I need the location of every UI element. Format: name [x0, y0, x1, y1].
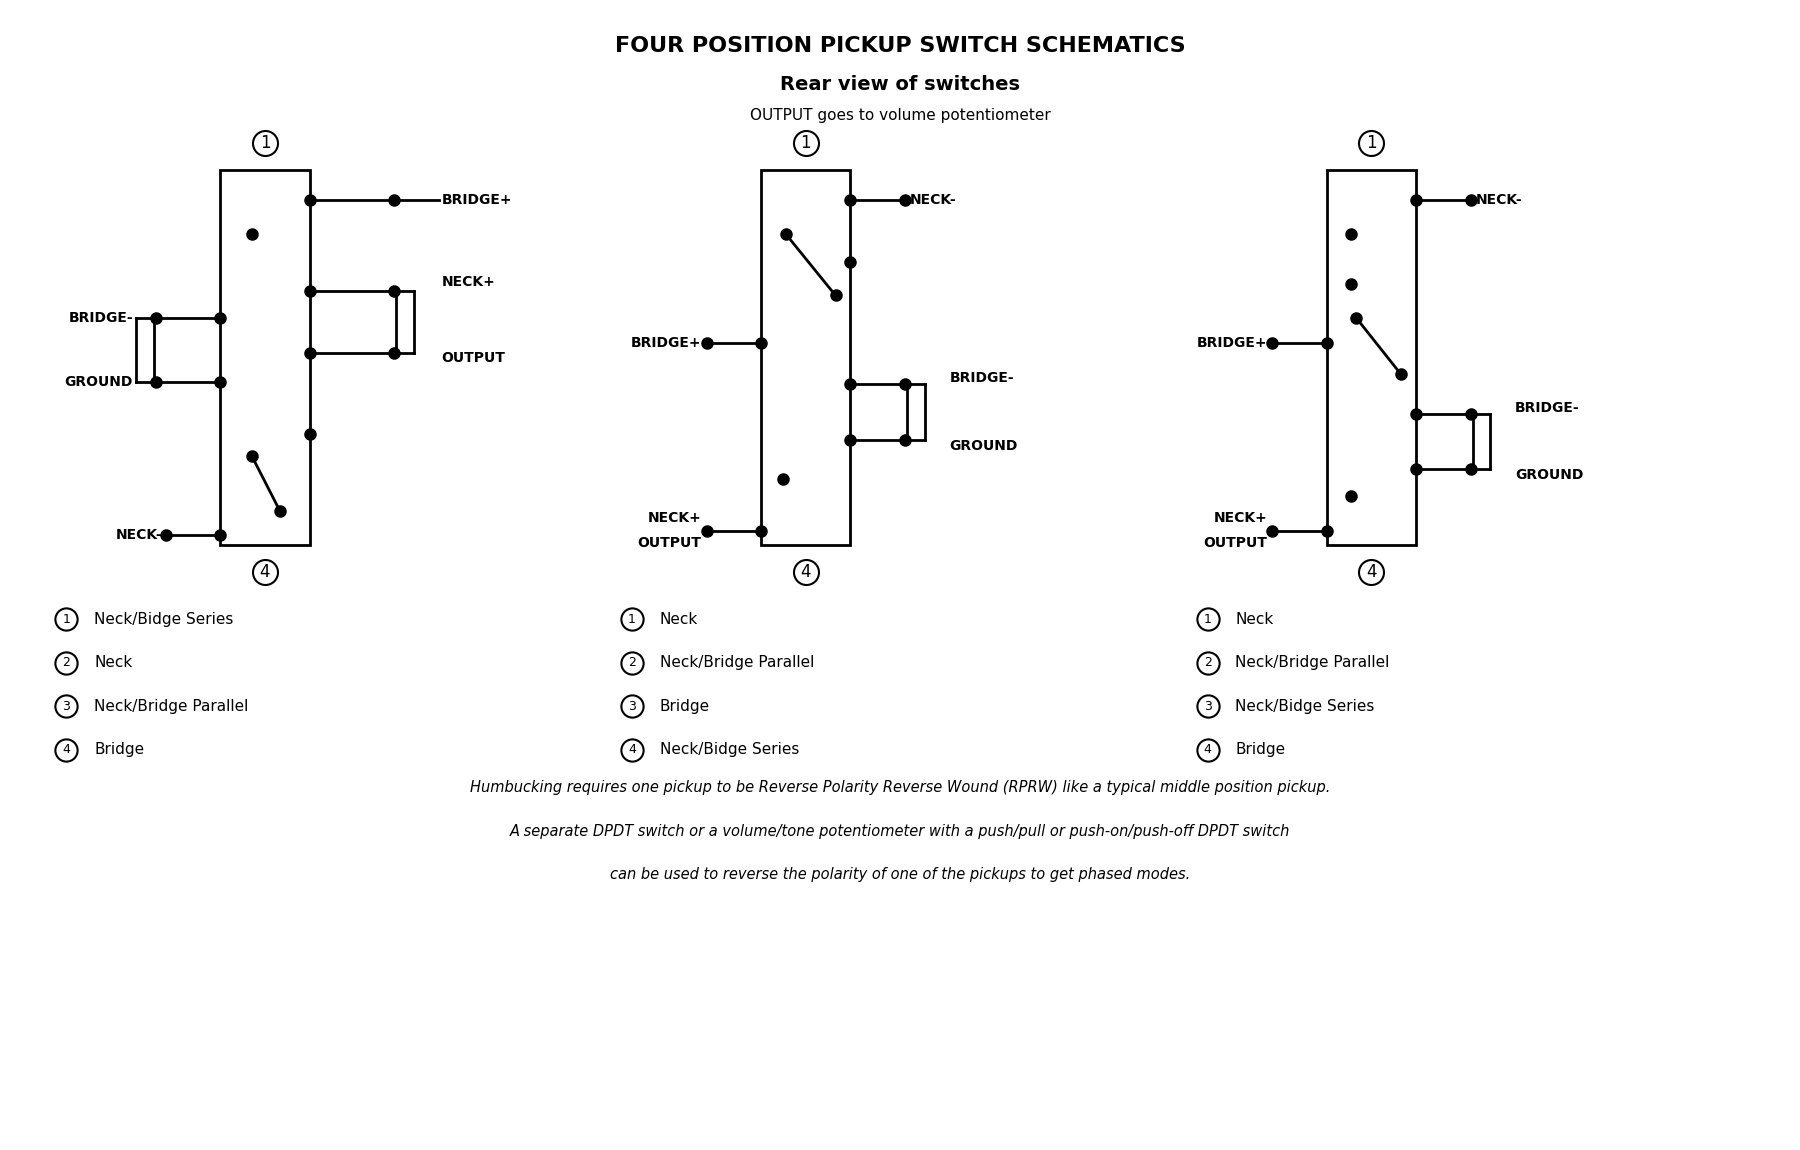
Text: GROUND: GROUND — [1516, 468, 1584, 482]
Text: can be used to reverse the polarity of one of the pickups to get phased modes.: can be used to reverse the polarity of o… — [610, 867, 1190, 882]
Text: 4: 4 — [63, 743, 70, 757]
Text: Neck: Neck — [661, 612, 698, 627]
Text: 2: 2 — [628, 657, 635, 669]
Text: NECK-: NECK- — [117, 529, 162, 543]
Text: BRIDGE+: BRIDGE+ — [632, 336, 702, 350]
Text: Neck/Bridge Parallel: Neck/Bridge Parallel — [94, 699, 248, 714]
Text: 3: 3 — [628, 700, 635, 713]
Text: OUTPUT: OUTPUT — [637, 536, 702, 551]
Text: BRIDGE-: BRIDGE- — [68, 312, 133, 325]
Text: BRIDGE-: BRIDGE- — [1516, 401, 1580, 415]
Text: 3: 3 — [63, 700, 70, 713]
Text: BRIDGE-: BRIDGE- — [950, 371, 1013, 385]
Text: OUTPUT goes to volume potentiometer: OUTPUT goes to volume potentiometer — [749, 108, 1051, 123]
Text: OUTPUT: OUTPUT — [1202, 536, 1267, 551]
Text: Bridge: Bridge — [1235, 743, 1285, 758]
Text: GROUND: GROUND — [65, 375, 133, 390]
Text: Neck: Neck — [94, 656, 133, 670]
Text: GROUND: GROUND — [950, 438, 1019, 453]
Text: 1: 1 — [1204, 613, 1211, 626]
Text: BRIDGE+: BRIDGE+ — [1197, 336, 1267, 350]
Text: Neck/Bridge Parallel: Neck/Bridge Parallel — [661, 656, 814, 670]
Text: Neck/Bidge Series: Neck/Bidge Series — [661, 743, 799, 758]
Text: Neck/Bidge Series: Neck/Bidge Series — [94, 612, 234, 627]
Text: Neck/Bridge Parallel: Neck/Bridge Parallel — [1235, 656, 1390, 670]
Bar — [1327, 170, 1417, 545]
Text: 4: 4 — [1204, 743, 1211, 757]
Text: FOUR POSITION PICKUP SWITCH SCHEMATICS: FOUR POSITION PICKUP SWITCH SCHEMATICS — [614, 37, 1186, 56]
Text: Neck/Bidge Series: Neck/Bidge Series — [1235, 699, 1375, 714]
Text: 1: 1 — [1366, 135, 1377, 152]
Text: NECK-: NECK- — [1476, 192, 1523, 207]
Text: 1: 1 — [63, 613, 70, 626]
Text: 1: 1 — [259, 135, 270, 152]
Text: NECK+: NECK+ — [441, 275, 495, 289]
Bar — [761, 170, 850, 545]
Text: 4: 4 — [628, 743, 635, 757]
Text: 4: 4 — [801, 564, 812, 581]
Text: 3: 3 — [1204, 700, 1211, 713]
Text: Rear view of switches: Rear view of switches — [779, 75, 1021, 93]
Bar — [220, 170, 310, 545]
Text: 4: 4 — [1366, 564, 1377, 581]
Text: Neck: Neck — [1235, 612, 1274, 627]
Text: BRIDGE+: BRIDGE+ — [441, 192, 511, 207]
Text: Bridge: Bridge — [94, 743, 144, 758]
Text: NECK+: NECK+ — [1213, 511, 1267, 524]
Text: NECK-: NECK- — [911, 192, 956, 207]
Text: 2: 2 — [63, 657, 70, 669]
Text: 2: 2 — [1204, 657, 1211, 669]
Text: 1: 1 — [801, 135, 812, 152]
Text: 4: 4 — [259, 564, 270, 581]
Text: A separate DPDT switch or a volume/tone potentiometer with a push/pull or push-o: A separate DPDT switch or a volume/tone … — [509, 825, 1291, 840]
Text: NECK+: NECK+ — [648, 511, 702, 524]
Text: Humbucking requires one pickup to be Reverse Polarity Reverse Wound (RPRW) like : Humbucking requires one pickup to be Rev… — [470, 780, 1330, 795]
Text: Bridge: Bridge — [661, 699, 709, 714]
Text: OUTPUT: OUTPUT — [441, 351, 506, 365]
Text: 1: 1 — [628, 613, 635, 626]
